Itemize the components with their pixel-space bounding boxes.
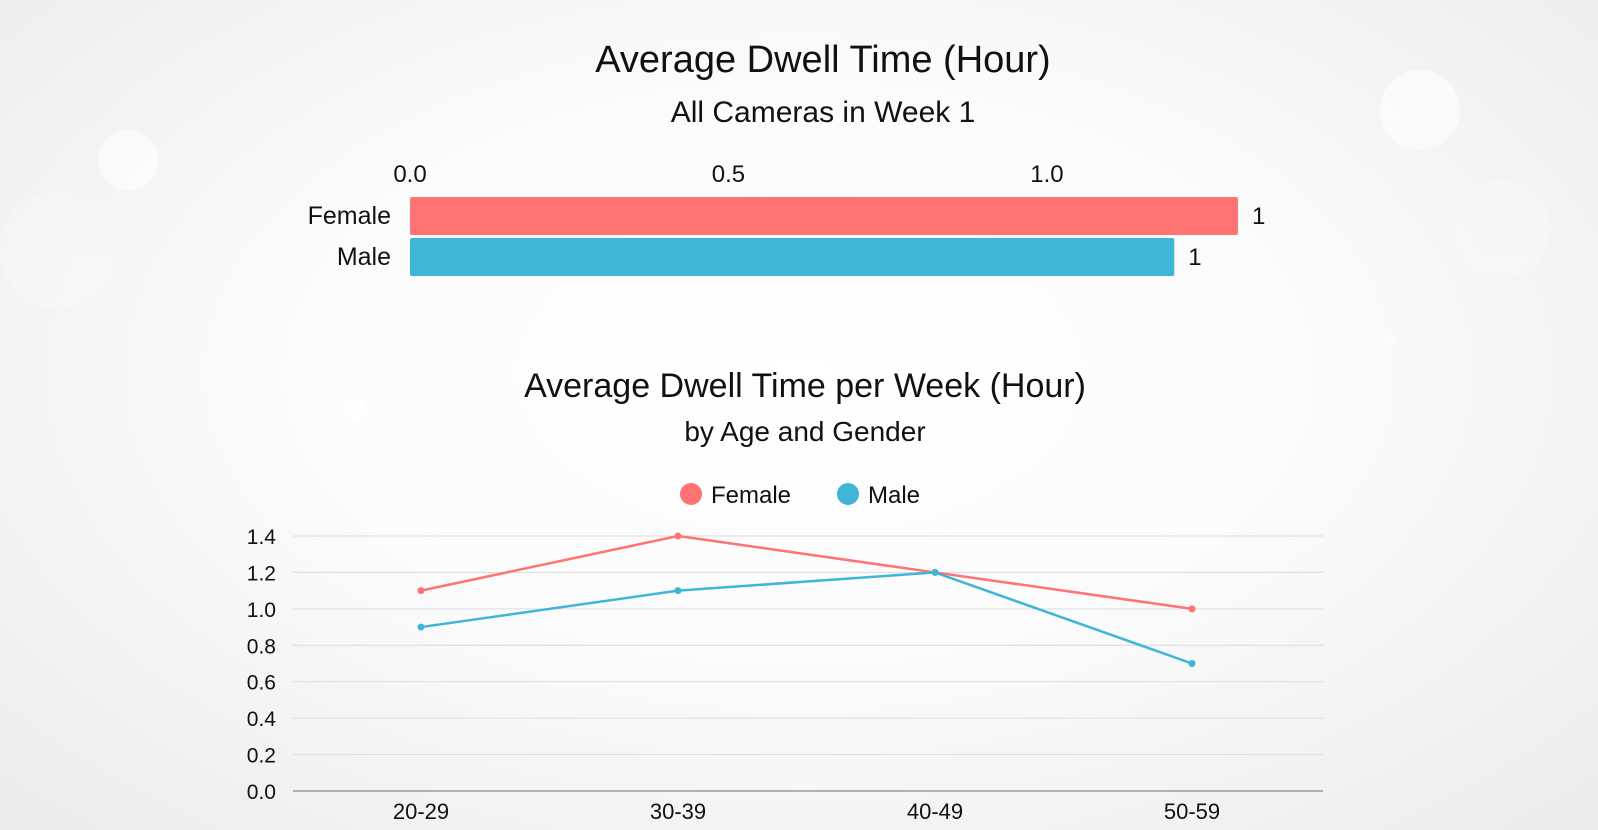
line-chart-subtitle: by Age and Gender — [684, 416, 925, 447]
legend-male-label: Male — [868, 482, 920, 509]
line-x-tick-label: 40-49 — [907, 799, 963, 824]
bar-x-tick-label: 0.5 — [712, 161, 745, 188]
line-point-female — [674, 532, 682, 540]
line-x-tick-label: 50-59 — [1164, 799, 1220, 824]
bar-x-tick-label: 1.0 — [1030, 161, 1063, 188]
bar-marks — [410, 197, 1238, 276]
line-point-male — [674, 587, 682, 595]
line-series-female — [420, 534, 1193, 611]
line-point-male — [931, 568, 939, 576]
line-y-tick-label: 0.6 — [247, 672, 276, 695]
bar-category-label: Female — [308, 202, 391, 230]
bar-data-labels: 11 — [1188, 203, 1265, 271]
bar-x-tick-label: 0.0 — [393, 161, 426, 188]
bar-chart: Average Dwell Time (Hour) All Cameras in… — [308, 39, 1265, 276]
line-y-tick-label: 0.0 — [247, 781, 276, 804]
line-y-tick-label: 1.4 — [247, 526, 277, 549]
bar-category-labels: Female Male — [308, 202, 391, 271]
bar-male — [410, 238, 1175, 276]
line-y-axis: 0.0 0.2 0.4 0.6 0.8 1.0 1.2 1.4 — [247, 526, 277, 804]
legend-item-female[interactable]: Female — [680, 482, 791, 509]
legend-female-marker — [680, 483, 702, 505]
line-x-tick-label: 30-39 — [650, 799, 706, 824]
bar-data-label: 1 — [1252, 203, 1265, 230]
legend-female-label: Female — [711, 482, 791, 509]
line-gridlines — [293, 535, 1323, 792]
bar-x-axis: 0.0 0.5 1.0 — [393, 161, 1063, 188]
line-chart: Average Dwell Time per Week (Hour) by Ag… — [247, 367, 1323, 824]
background-bokeh — [0, 70, 1550, 422]
line-y-tick-label: 0.4 — [247, 708, 277, 731]
legend-item-male[interactable]: Male — [837, 482, 920, 509]
line-point-male — [417, 623, 425, 631]
line-point-male — [1188, 660, 1196, 667]
line-point-female — [417, 587, 425, 595]
bar-female — [410, 197, 1238, 235]
line-y-tick-label: 0.2 — [247, 745, 276, 768]
line-series-male — [420, 571, 1193, 665]
line-x-tick-label: 20-29 — [393, 799, 449, 824]
bar-data-label: 1 — [1188, 244, 1201, 271]
line-y-tick-label: 1.2 — [247, 562, 276, 585]
line-chart-legend: Female Male — [680, 482, 920, 509]
line-y-tick-label: 0.8 — [247, 635, 276, 658]
line-series — [417, 532, 1196, 667]
bar-category-label: Male — [337, 243, 391, 271]
line-chart-title: Average Dwell Time per Week (Hour) — [524, 367, 1086, 405]
legend-male-marker — [837, 483, 859, 505]
bar-chart-subtitle: All Cameras in Week 1 — [671, 96, 976, 129]
line-y-tick-label: 1.0 — [247, 599, 276, 622]
line-x-axis: 20-29 30-39 40-49 50-59 — [393, 799, 1220, 824]
bar-chart-title: Average Dwell Time (Hour) — [595, 39, 1050, 81]
line-point-female — [1188, 605, 1196, 613]
